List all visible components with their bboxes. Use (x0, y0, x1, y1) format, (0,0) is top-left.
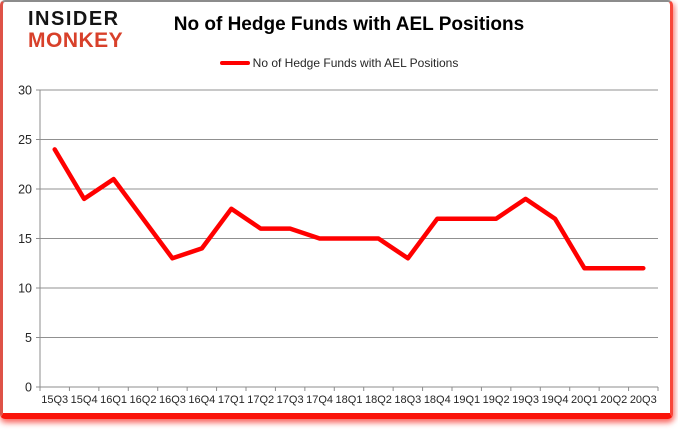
legend-line-marker (219, 61, 250, 65)
x-tick-label: 20Q1 (571, 394, 598, 406)
x-tick-label: 18Q2 (365, 394, 392, 406)
x-tick-label: 19Q2 (483, 394, 510, 406)
x-tick-label: 20Q3 (630, 394, 657, 406)
x-tick-label: 18Q3 (394, 394, 421, 406)
x-tick-label: 17Q1 (218, 394, 245, 406)
legend-label: No of Hedge Funds with AEL Positions (252, 56, 459, 70)
x-tick-label: 16Q3 (159, 394, 186, 406)
y-tick-label: 25 (18, 133, 32, 147)
x-tick-label: 15Q3 (41, 394, 68, 406)
legend: No of Hedge Funds with AEL Positions (0, 56, 678, 70)
series-line (52, 147, 646, 271)
y-tick-label: 5 (25, 331, 32, 345)
x-tick-label: 19Q3 (512, 394, 539, 406)
x-tick-label: 16Q4 (188, 394, 215, 406)
logo-word-insider: INSIDER (28, 8, 120, 30)
y-tick-label: 20 (18, 183, 32, 197)
x-tick-label: 18Q1 (336, 394, 363, 406)
y-tick-label: 30 (18, 84, 32, 98)
chart-frame (0, 0, 673, 419)
x-tick-label: 18Q4 (424, 394, 451, 406)
x-tick-label: 17Q2 (247, 394, 274, 406)
logo-word-monkey: MONKEY (28, 29, 124, 52)
x-tick-label: 17Q4 (306, 394, 333, 406)
insider-monkey-logo: INSIDER MONKEY (28, 9, 123, 52)
y-tick-label: 10 (18, 282, 32, 296)
y-tick-label: 15 (18, 232, 32, 246)
y-tick-label: 0 (25, 381, 32, 395)
x-tick-label: 19Q4 (542, 394, 569, 406)
x-tick-label: 15Q4 (71, 394, 98, 406)
x-tick-label: 16Q1 (100, 394, 127, 406)
x-tick-label: 20Q2 (600, 394, 627, 406)
x-tick-label: 19Q1 (453, 394, 480, 406)
chart-title: No of Hedge Funds with AEL Positions (173, 14, 525, 35)
x-tick-label: 16Q2 (130, 394, 157, 406)
x-tick-label: 17Q3 (277, 394, 304, 406)
